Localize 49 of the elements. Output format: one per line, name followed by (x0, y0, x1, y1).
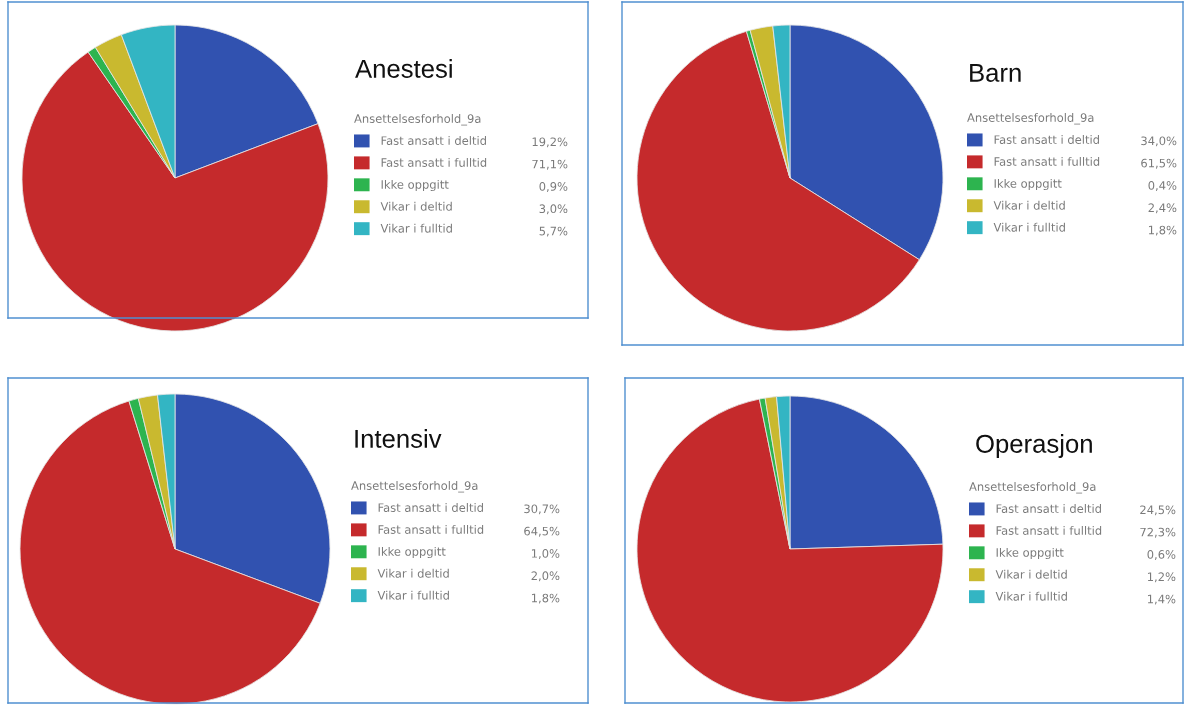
legend-label: Ikke oppgitt (378, 546, 446, 559)
data-label: 0,9% (539, 182, 568, 192)
legend-title: Ansettelsesforhold_9a (969, 482, 1096, 494)
legend-label: Fast ansatt i deltid (378, 503, 483, 512)
legend-title: Ansettelsesforhold_9a (967, 113, 1094, 125)
data-label: 30,7% (524, 504, 560, 515)
data-label: 2,0% (531, 571, 560, 582)
text: Operasjon (976, 434, 1092, 458)
data-label: 1,4% (1147, 594, 1176, 605)
legend-label: Vikar i fulltid (995, 591, 1067, 601)
legend-label: Vikar i deltid (377, 568, 449, 578)
data-label: 0,4% (1148, 181, 1177, 191)
data-label: 2,4% (1148, 203, 1177, 214)
data-label: 3,0% (539, 204, 568, 215)
legend-label: Fast ansatt i fulltid (996, 525, 1102, 535)
legend-label: Vikar i deltid (995, 569, 1067, 579)
legend-label: Vikar i deltid (993, 200, 1065, 210)
data-label: 5,7% (539, 226, 568, 237)
legend-label: Fast ansatt i fulltid (994, 156, 1100, 166)
legend-label: Fast ansatt i deltid (996, 504, 1101, 513)
legend-label: Ikke oppgitt (996, 547, 1064, 560)
text: Anestesi (355, 59, 452, 78)
data-label: 0,6% (1147, 550, 1176, 560)
legend-label: Fast ansatt i deltid (381, 136, 486, 145)
data-label: 72,3% (1140, 527, 1176, 538)
legend-label: Ikke oppgitt (381, 179, 449, 192)
data-label: 61,5% (1141, 158, 1177, 169)
pie-slice (636, 398, 944, 703)
legend-title: Ansettelsesforhold_9a (354, 114, 481, 126)
legend-label: Ikke oppgitt (994, 178, 1062, 191)
data-label: 1,8% (1148, 225, 1177, 236)
legend-label: Vikar i fulltid (377, 590, 449, 600)
data-label: 34,0% (1141, 136, 1177, 147)
data-label: 71,1% (532, 159, 568, 170)
legend-label: Vikar i fulltid (993, 222, 1065, 232)
text: Intensiv (355, 429, 442, 448)
text: Barn (970, 63, 1021, 82)
legend-label: Fast ansatt i fulltid (381, 157, 487, 167)
legend-label: Fast ansatt i deltid (994, 135, 1099, 144)
data-label: 1,2% (1147, 572, 1176, 583)
legend-label: Vikar i fulltid (380, 223, 452, 233)
legend-title: Ansettelsesforhold_9a (351, 481, 478, 493)
data-label: 64,5% (524, 526, 560, 537)
legend-label: Vikar i deltid (380, 201, 452, 211)
data-label: 24,5% (1140, 505, 1176, 516)
data-label: 19,2% (532, 137, 568, 148)
legend-label: Fast ansatt i fulltid (378, 524, 484, 534)
data-label: 1,8% (531, 593, 560, 604)
data-label: 1,0% (531, 549, 560, 559)
